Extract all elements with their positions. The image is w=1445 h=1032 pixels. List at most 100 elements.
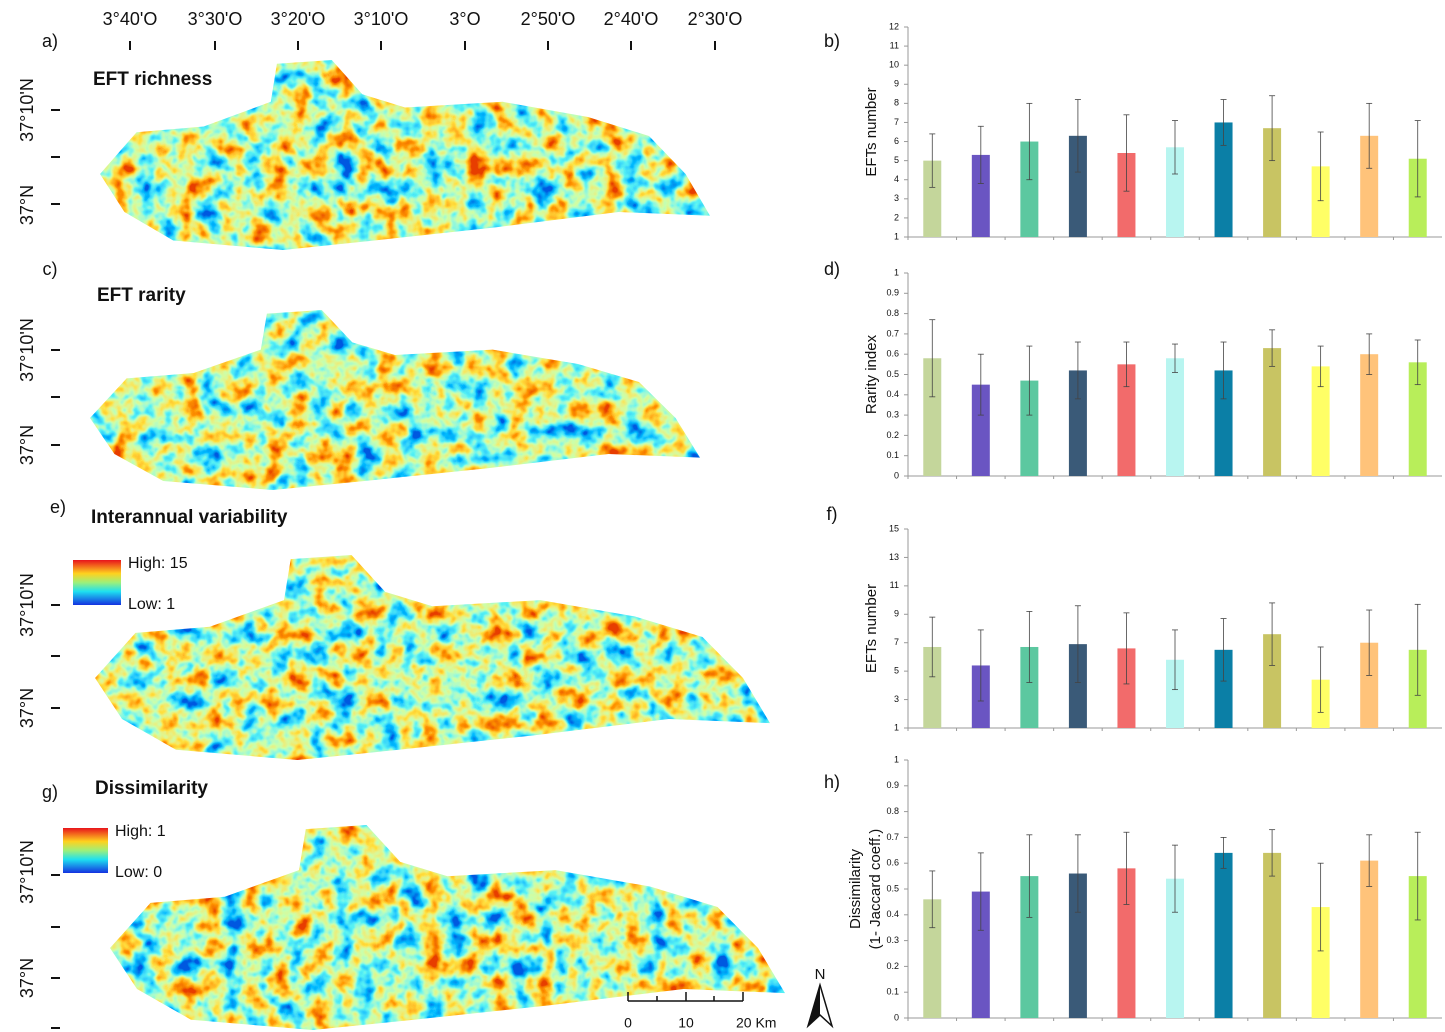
scale-label: 10 bbox=[678, 1015, 694, 1031]
y-tick-label: 0.2 bbox=[886, 430, 899, 440]
legend-ramp bbox=[73, 560, 121, 605]
y-tick-label: 0.5 bbox=[886, 369, 899, 379]
map-raster bbox=[95, 555, 770, 760]
y-tick-label: 0.5 bbox=[886, 883, 899, 893]
y-tick-label: 3 bbox=[894, 694, 899, 704]
bar bbox=[1408, 158, 1427, 237]
y-tick-label: 0 bbox=[894, 470, 899, 480]
panel-letter: f) bbox=[827, 504, 838, 524]
map-y-label: 37°N bbox=[17, 425, 37, 465]
map-y-label: 37°N bbox=[17, 688, 37, 728]
y-tick-label: 5 bbox=[894, 155, 899, 165]
bar bbox=[1214, 122, 1233, 237]
y-tick-label: 0.6 bbox=[886, 349, 899, 359]
y-axis-title: Rarity index bbox=[863, 334, 880, 414]
y-tick-label: 1 bbox=[894, 754, 899, 764]
bar bbox=[1117, 364, 1136, 476]
y-tick-label: 12 bbox=[889, 21, 899, 31]
y-tick-label: 0 bbox=[894, 1012, 899, 1022]
map-x-label: 3°40'O bbox=[103, 9, 158, 29]
maps: 3°40'O 3°30'O 3°20'O 3°10'O 3°O 2°50'O 2°40'O 2… bbox=[17, 9, 834, 1031]
bar bbox=[1214, 852, 1233, 1018]
map-title: Interannual variability bbox=[91, 507, 288, 528]
y-tick-label: 7 bbox=[894, 637, 899, 647]
north-arrow-fill bbox=[808, 985, 820, 1026]
bar bbox=[1214, 370, 1233, 476]
y-tick-label: 0.2 bbox=[886, 961, 899, 971]
y-tick-label: 0.8 bbox=[886, 806, 899, 816]
bar bbox=[971, 891, 990, 1018]
y-tick-label: 0.7 bbox=[886, 832, 899, 842]
bar bbox=[1020, 141, 1039, 237]
bar bbox=[923, 899, 942, 1018]
bar bbox=[1408, 876, 1427, 1018]
bar bbox=[1311, 907, 1330, 1018]
bar bbox=[1020, 646, 1039, 728]
legend-ramp bbox=[63, 828, 108, 873]
legend-low: Low: 0 bbox=[115, 864, 162, 881]
panel-letter: d) bbox=[824, 259, 840, 279]
bar bbox=[1166, 358, 1184, 476]
bar bbox=[1068, 644, 1087, 728]
bar bbox=[1263, 634, 1282, 728]
bar bbox=[1311, 366, 1330, 476]
y-axis-title: EFTs number bbox=[863, 584, 880, 673]
map-x-label: 3°10'O bbox=[354, 9, 409, 29]
y-tick-label: 11 bbox=[890, 580, 899, 590]
y-tick-label: 0.1 bbox=[886, 987, 899, 997]
map-title: EFT richness bbox=[93, 69, 212, 90]
y-tick-label: 0.3 bbox=[886, 935, 899, 945]
y-tick-label: 5 bbox=[894, 666, 899, 676]
y-tick-label: 0.7 bbox=[886, 328, 899, 338]
y-tick-label: 0.4 bbox=[886, 389, 899, 399]
map-y-label: 37°10'N bbox=[17, 318, 37, 382]
bar bbox=[971, 154, 990, 237]
map-x-label: 3°20'O bbox=[271, 9, 326, 29]
y-tick-label: 13 bbox=[889, 552, 899, 562]
y-axis-title: Dissimilarity bbox=[847, 849, 864, 929]
bar bbox=[1166, 147, 1184, 237]
panel-letter: h) bbox=[824, 772, 840, 792]
y-tick-label: 0.9 bbox=[886, 780, 899, 790]
bar bbox=[1214, 649, 1233, 728]
y-tick-label: 10 bbox=[889, 60, 899, 70]
bar bbox=[1360, 860, 1379, 1018]
bar bbox=[1263, 348, 1282, 476]
scale-label: 20 Km bbox=[736, 1015, 776, 1031]
bar bbox=[1020, 876, 1039, 1018]
y-tick-label: 0.9 bbox=[886, 288, 899, 298]
bar bbox=[923, 358, 942, 476]
y-tick-label: 4 bbox=[894, 174, 899, 184]
map-title: EFT rarity bbox=[97, 285, 186, 306]
y-tick-label: 9 bbox=[894, 609, 899, 619]
panel-letter: b) bbox=[824, 31, 840, 51]
map-raster bbox=[110, 825, 785, 1030]
map-y-label: 37°N bbox=[17, 958, 37, 998]
bar bbox=[1166, 878, 1184, 1018]
y-tick-label: 3 bbox=[894, 193, 899, 203]
bar bbox=[1068, 135, 1087, 237]
north-label: N bbox=[815, 966, 826, 983]
legend-high: High: 15 bbox=[128, 555, 188, 572]
y-tick-label: 0.6 bbox=[886, 858, 899, 868]
map-x-label: 3°O bbox=[449, 9, 480, 29]
map-x-label: 2°40'O bbox=[604, 9, 659, 29]
y-tick-label: 11 bbox=[890, 40, 899, 50]
y-tick-label: 15 bbox=[889, 523, 899, 533]
bar bbox=[1117, 153, 1136, 237]
y-axis-title: (1- Jaccard coeff.) bbox=[867, 829, 884, 950]
panel-letter: c) bbox=[43, 259, 58, 279]
y-tick-label: 0.8 bbox=[886, 308, 899, 318]
panel-letter: e) bbox=[50, 497, 66, 517]
map-y-label: 37°10'N bbox=[17, 840, 37, 904]
map-y-label: 37°N bbox=[17, 185, 37, 225]
map-raster bbox=[90, 310, 700, 490]
y-axis-title: EFTs number bbox=[863, 87, 880, 176]
bar bbox=[1068, 370, 1087, 476]
scale-label: 0 bbox=[624, 1015, 632, 1031]
y-tick-label: 0.1 bbox=[886, 450, 899, 460]
bar bbox=[1020, 380, 1039, 476]
bar bbox=[1263, 128, 1282, 237]
bar bbox=[1117, 648, 1136, 728]
